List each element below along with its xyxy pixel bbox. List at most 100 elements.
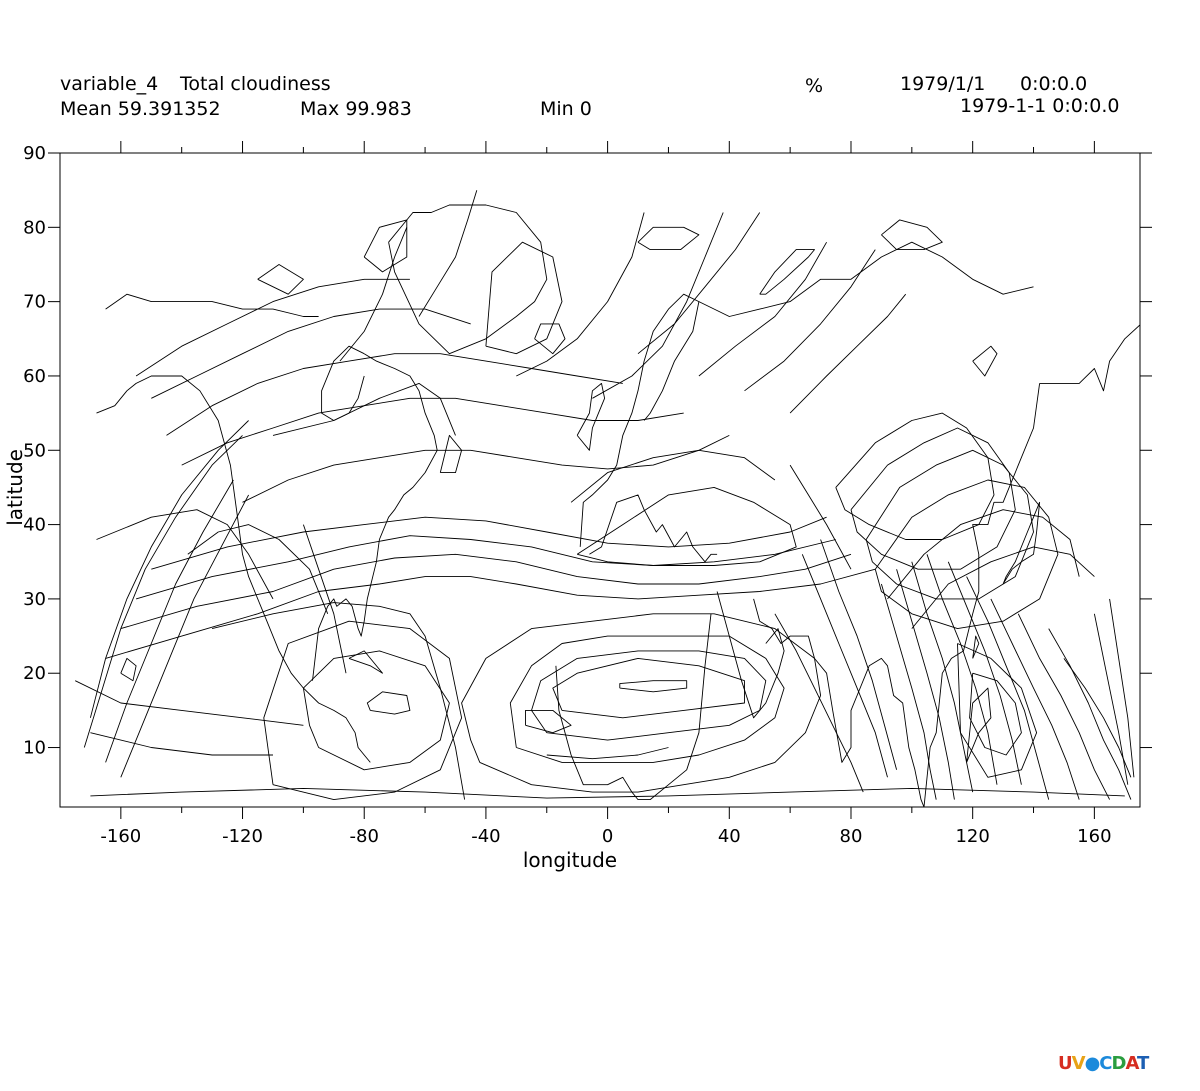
date-label: 1979/1/1 — [900, 73, 986, 95]
contour-line — [166, 353, 623, 436]
coastline — [1002, 501, 1041, 585]
y-tick-label: 80 — [23, 217, 46, 238]
contour-line — [302, 650, 450, 771]
contour-line — [966, 576, 1050, 800]
contour-line — [592, 212, 724, 399]
contour-line — [969, 672, 1022, 756]
y-tick-label: 50 — [23, 440, 46, 461]
contour-line — [120, 494, 249, 778]
contour-line — [187, 524, 329, 614]
x-tick-label: -120 — [222, 826, 263, 847]
coastline — [637, 226, 700, 251]
coastlines — [96, 204, 1140, 807]
y-tick-label: 30 — [23, 589, 46, 610]
coastline — [439, 434, 463, 474]
contour-line — [461, 613, 822, 793]
contour-line — [89, 420, 249, 718]
contour-line — [801, 554, 888, 778]
contour-line — [120, 553, 852, 630]
y-tick-label: 70 — [23, 292, 46, 313]
contour-line — [485, 241, 563, 355]
contour-line — [366, 691, 411, 715]
coastline — [579, 293, 700, 547]
contour-line — [552, 657, 745, 719]
contour-line — [242, 434, 730, 503]
contour-line — [698, 241, 827, 377]
contour-line — [774, 613, 864, 793]
contour-line — [865, 449, 1034, 600]
coastline — [96, 375, 280, 652]
y-tick-label: 60 — [23, 366, 46, 387]
x-tick-label: 0 — [602, 826, 613, 847]
coastline — [753, 598, 910, 763]
contour-line — [990, 598, 1080, 800]
coastline — [576, 382, 606, 451]
y-tick-label: 20 — [23, 663, 46, 684]
units-label: % — [805, 75, 824, 97]
contour-line — [789, 464, 852, 570]
contour-line — [820, 539, 898, 770]
contour-line — [96, 509, 274, 600]
contour-line — [1109, 598, 1135, 778]
coastline — [278, 650, 371, 763]
coastline — [972, 345, 998, 377]
contour-line — [880, 583, 937, 800]
contour-line — [576, 486, 797, 566]
contour-line — [887, 509, 1080, 600]
logo-letter: D — [1111, 1053, 1127, 1074]
y-tick-label: 90 — [23, 143, 46, 164]
contour-line — [509, 635, 785, 763]
contour-line — [744, 249, 876, 392]
axis-ticks: -160 -120 -80 -40 0 40 80 120 160 10 20 30 40 50 60 70 8… — [23, 141, 1152, 847]
contour-line — [105, 568, 876, 659]
contour-line — [911, 546, 1095, 629]
contour-line — [947, 561, 1022, 785]
contour-line — [135, 535, 836, 600]
x-axis-label: longitude — [523, 848, 617, 872]
contour-line — [525, 709, 572, 734]
coastline — [698, 241, 1034, 317]
contour-line — [619, 680, 688, 693]
coastline — [881, 219, 943, 251]
time-label: 0:0:0.0 — [1020, 73, 1088, 95]
contour-line — [896, 569, 955, 800]
coastline — [257, 264, 304, 295]
logo-letter: U — [1058, 1053, 1073, 1074]
coastline — [534, 323, 566, 355]
coastline — [120, 657, 137, 682]
x-tick-label: 120 — [955, 826, 989, 847]
contour-line — [90, 732, 273, 756]
plot-frame — [59, 152, 1141, 808]
contour-line — [151, 516, 827, 570]
coastline — [759, 249, 815, 295]
contour-line — [874, 479, 1059, 630]
x-tick-label: 40 — [718, 826, 741, 847]
coastline — [966, 687, 992, 763]
uvcdat-logo: UV●CDAT — [1058, 1053, 1149, 1074]
contour-line — [850, 427, 1016, 570]
logo-letter: A — [1125, 1053, 1138, 1074]
y-tick-label: 10 — [23, 738, 46, 759]
contour-line — [302, 524, 347, 674]
contour-line — [1063, 658, 1132, 778]
contour-lines — [75, 190, 1135, 801]
globe-icon: ● — [1084, 1053, 1101, 1074]
contour-line — [151, 308, 471, 399]
x-tick-label: -160 — [100, 826, 141, 847]
coastline — [908, 383, 1041, 807]
contour-line — [926, 554, 998, 785]
logo-letter: T — [1137, 1053, 1149, 1074]
coastline — [716, 591, 785, 719]
contour-line — [546, 747, 669, 760]
contour-line — [911, 561, 974, 793]
coastline — [312, 539, 380, 681]
contour-line — [516, 212, 645, 377]
contour-line — [105, 479, 234, 763]
contour-line — [418, 190, 478, 317]
contour-line — [263, 620, 463, 801]
coastline — [388, 204, 548, 355]
variable-long-name: Total cloudiness — [180, 73, 331, 95]
x-tick-label: 160 — [1077, 826, 1111, 847]
x-tick-label: 80 — [840, 826, 863, 847]
